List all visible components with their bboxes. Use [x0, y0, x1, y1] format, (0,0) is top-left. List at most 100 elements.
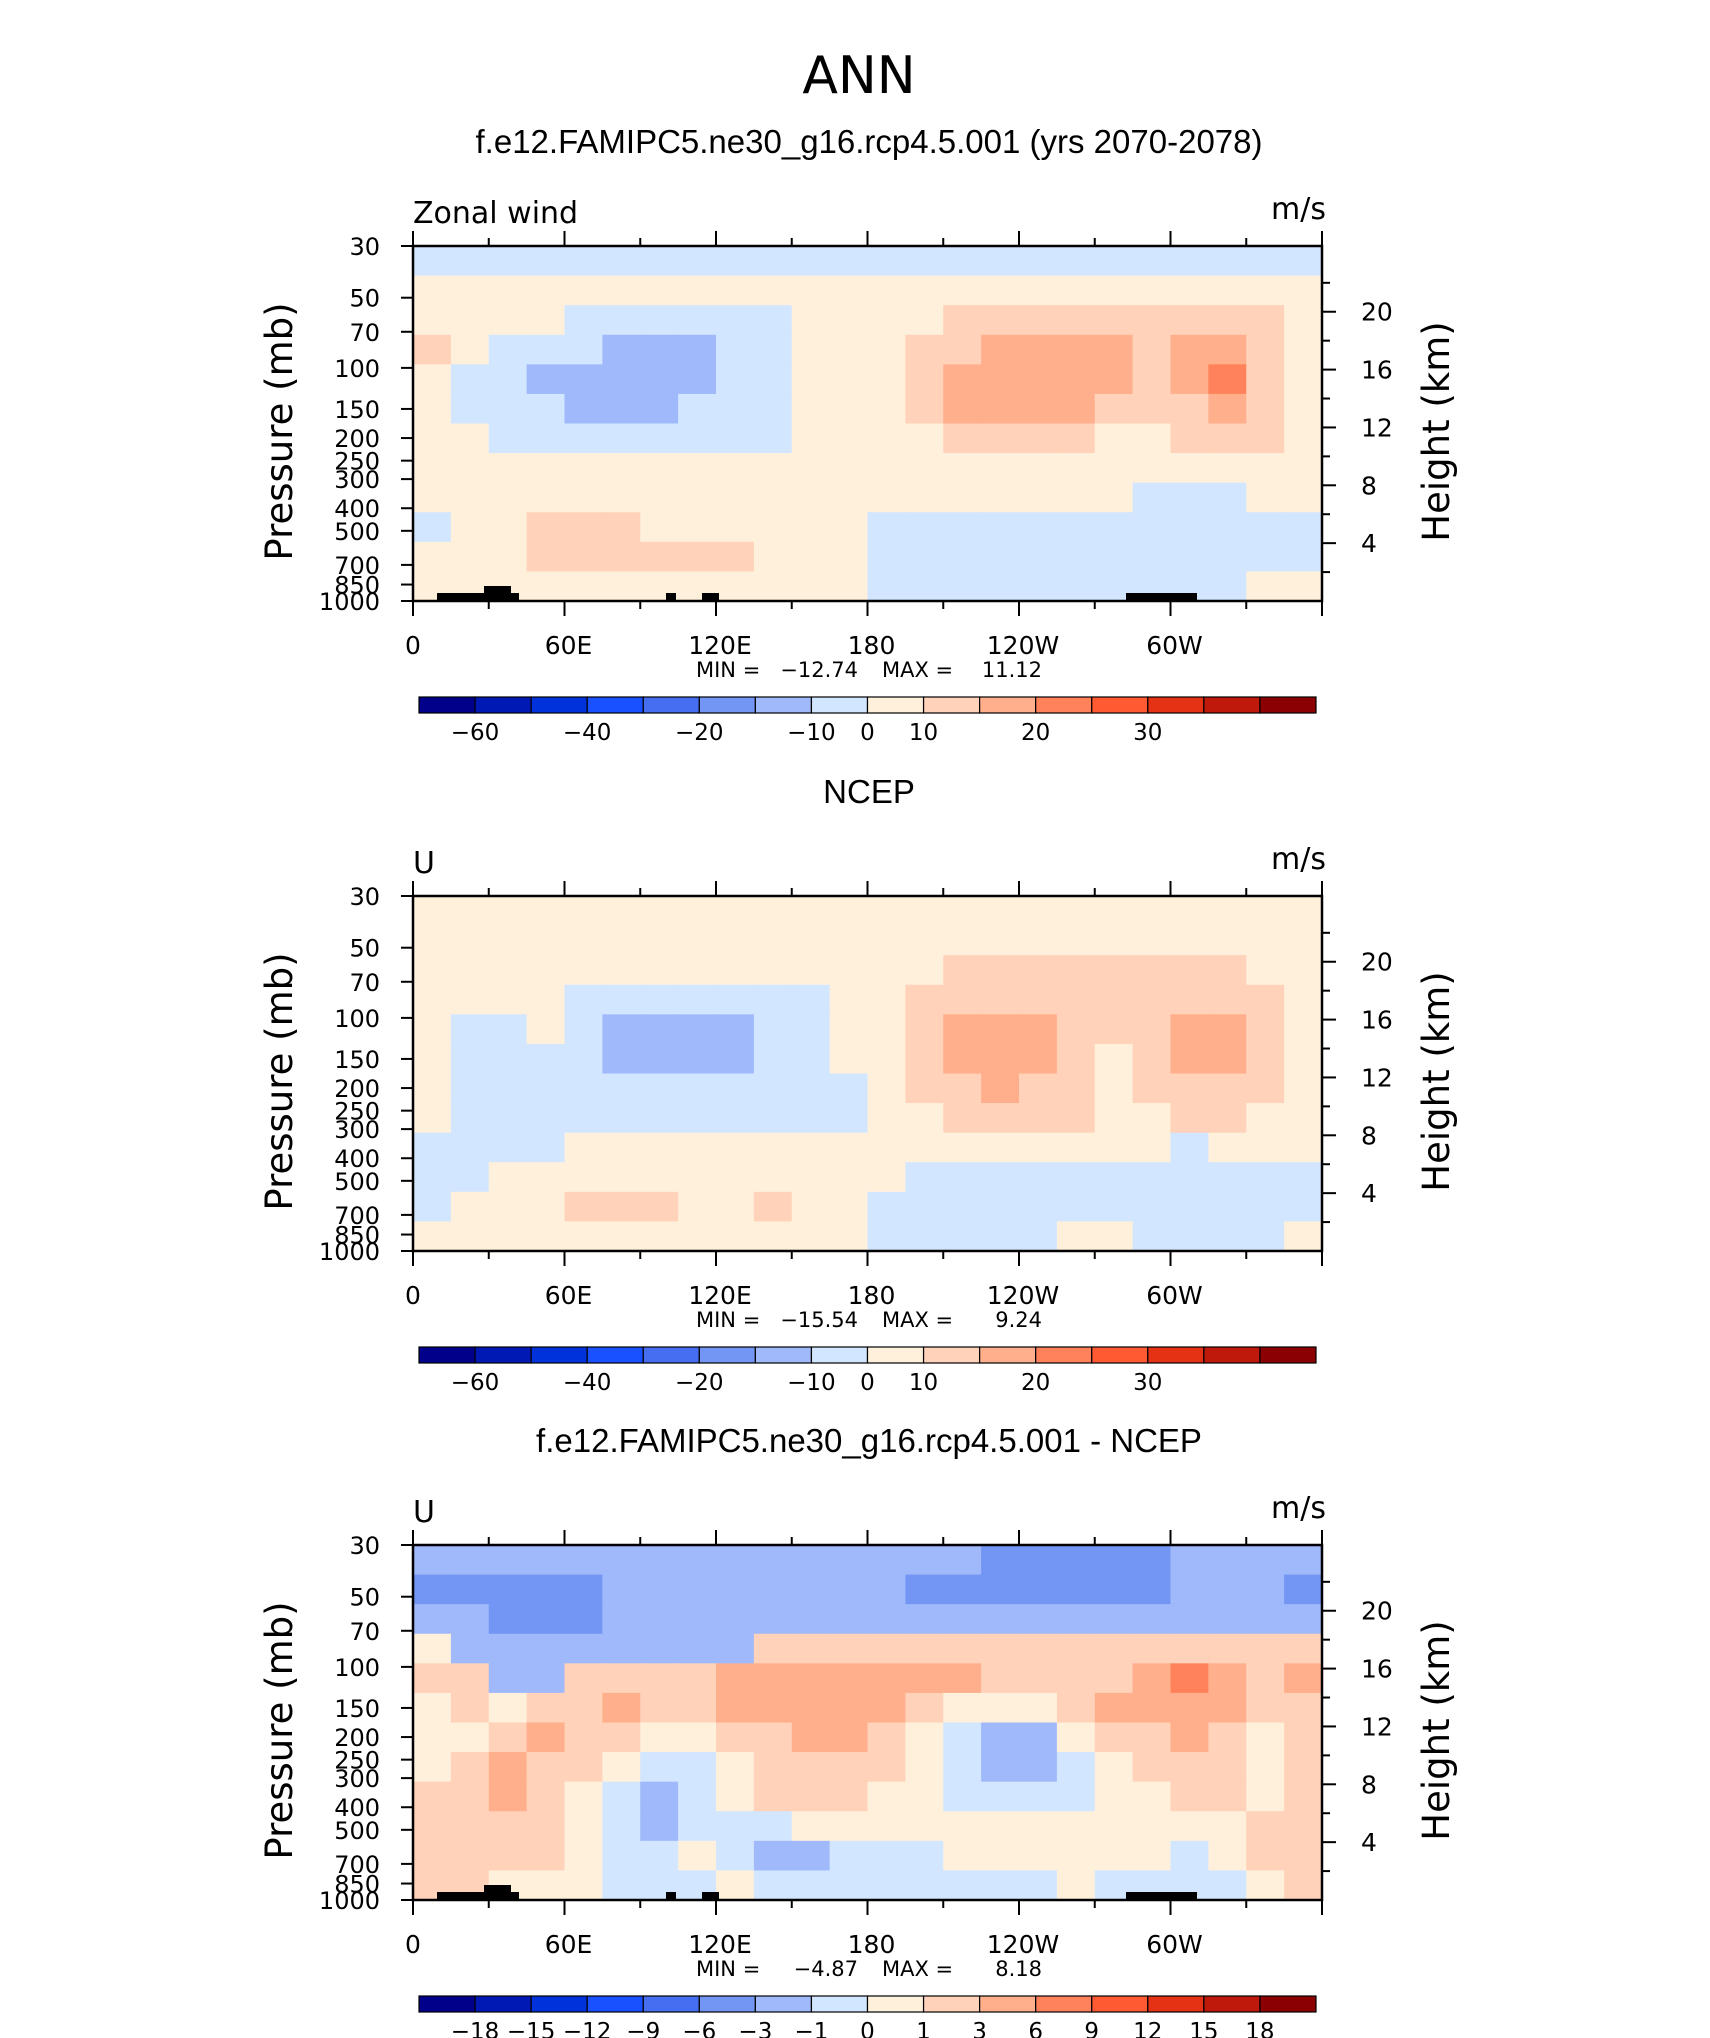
- contour-cell: [640, 1073, 679, 1104]
- contour-cell: [943, 423, 982, 454]
- contour-cell: [1019, 1870, 1058, 1901]
- contour-cell: [1132, 1663, 1172, 1694]
- contour-cell: [867, 1014, 906, 1045]
- contour-cell: [640, 925, 679, 956]
- contour-cell: [943, 1633, 982, 1664]
- contour-cell: [488, 334, 528, 365]
- y-tick-label: 700: [334, 1202, 380, 1230]
- contour-cell: [943, 1752, 982, 1783]
- contour-cell: [602, 1221, 641, 1252]
- contour-cell: [716, 1633, 755, 1664]
- contour-cell: [791, 1103, 831, 1134]
- contour-cell: [1056, 1043, 1096, 1075]
- contour-cell: [640, 1545, 679, 1576]
- contour-cell: [1246, 1752, 1285, 1783]
- contour-cell: [716, 1574, 755, 1605]
- contour-cell: [488, 1604, 528, 1635]
- colorbar-label: −12: [563, 2019, 612, 2038]
- contour-cell: [678, 512, 717, 543]
- y-axis-title: Pressure (mb): [258, 302, 301, 560]
- contour-cell: [867, 1870, 906, 1901]
- contour-cell: [678, 1014, 717, 1045]
- terrain-block: [511, 593, 519, 601]
- contour-cell: [981, 1545, 1020, 1576]
- colorbar-swatch: [922, 1995, 981, 2013]
- contour-cell: [943, 541, 982, 573]
- colorbar-label: −60: [451, 720, 500, 746]
- contour-cell: [1284, 541, 1323, 573]
- contour-cell: [1208, 1574, 1247, 1605]
- contour-cell: [905, 1221, 944, 1252]
- contour-cell: [564, 364, 603, 395]
- contour-cell: [829, 925, 869, 956]
- contour-cell: [943, 1132, 982, 1163]
- contour-cell: [602, 571, 641, 602]
- contour-cell: [753, 1870, 793, 1901]
- contour-cell: [564, 955, 603, 986]
- contour-cell: [564, 1103, 603, 1134]
- contour-cell: [1056, 393, 1096, 425]
- y-tick-label: 100: [334, 1005, 380, 1033]
- contour-cell: [716, 1663, 755, 1694]
- contour-cell: [413, 364, 452, 395]
- contour-cell: [564, 423, 603, 454]
- contour-cell: [450, 1162, 490, 1193]
- colorbar-swatch: [810, 1346, 869, 1364]
- contour-cell: [791, 1692, 831, 1724]
- contour-cell: [981, 305, 1020, 336]
- contour-cell: [678, 1811, 717, 1842]
- contour-cell: [640, 482, 679, 513]
- contour-cell: [753, 1103, 793, 1134]
- contour-cell: [981, 1191, 1020, 1223]
- contour-cell: [1284, 1162, 1323, 1193]
- contour-cell: [1056, 1162, 1096, 1193]
- contour-cell: [791, 984, 831, 1015]
- contour-cell: [1094, 984, 1134, 1015]
- colorbar-swatch: [642, 1995, 700, 2013]
- contour-cell: [716, 984, 755, 1015]
- contour-cell: [1208, 334, 1247, 365]
- contour-cell: [829, 955, 869, 986]
- contour-cell: [1094, 541, 1134, 573]
- contour-cell: [602, 275, 641, 306]
- contour-cell: [564, 482, 603, 513]
- contour-cell: [981, 512, 1020, 543]
- y-tick-label: 300: [334, 1116, 380, 1144]
- min-label: MIN =: [696, 658, 760, 682]
- contour-cell: [1132, 1722, 1172, 1753]
- contour-cell: [1019, 1722, 1058, 1753]
- contour-cell: [943, 512, 982, 543]
- contour-cell: [1094, 1221, 1134, 1252]
- terrain-block: [1126, 1892, 1197, 1900]
- contour-cell: [1246, 334, 1285, 365]
- y-tick-label: 400: [334, 495, 380, 523]
- contour-cell: [1019, 1545, 1058, 1576]
- contour-cell: [1284, 1781, 1323, 1812]
- contour-cell: [640, 1604, 679, 1635]
- y-tick-label: 100: [334, 355, 380, 383]
- contour-cell: [981, 1663, 1020, 1694]
- contour-cell: [1284, 246, 1323, 277]
- x-tick-label: 120W: [987, 1930, 1059, 1959]
- contour-cell: [564, 512, 603, 543]
- contour-cell: [678, 896, 717, 927]
- contour-cell: [1284, 393, 1323, 425]
- units-label: m/s: [1271, 192, 1326, 227]
- contour-cell: [716, 1781, 755, 1812]
- contour-cell: [716, 1043, 755, 1075]
- contour-cell: [1094, 896, 1134, 927]
- contour-cell: [602, 1870, 641, 1901]
- min-value: −12.74: [780, 658, 858, 682]
- contour-cell: [678, 1221, 717, 1252]
- contour-cell: [1019, 984, 1058, 1015]
- contour-cell: [753, 1545, 793, 1576]
- contour-cell: [526, 1103, 566, 1134]
- contour-cell: [488, 955, 528, 986]
- contour-cell: [450, 1752, 490, 1783]
- contour-cell: [488, 1191, 528, 1223]
- contour-cell: [1132, 275, 1172, 306]
- x-tick-label: 180: [848, 631, 896, 660]
- contour-cell: [526, 925, 566, 956]
- contour-cell: [1246, 1073, 1285, 1104]
